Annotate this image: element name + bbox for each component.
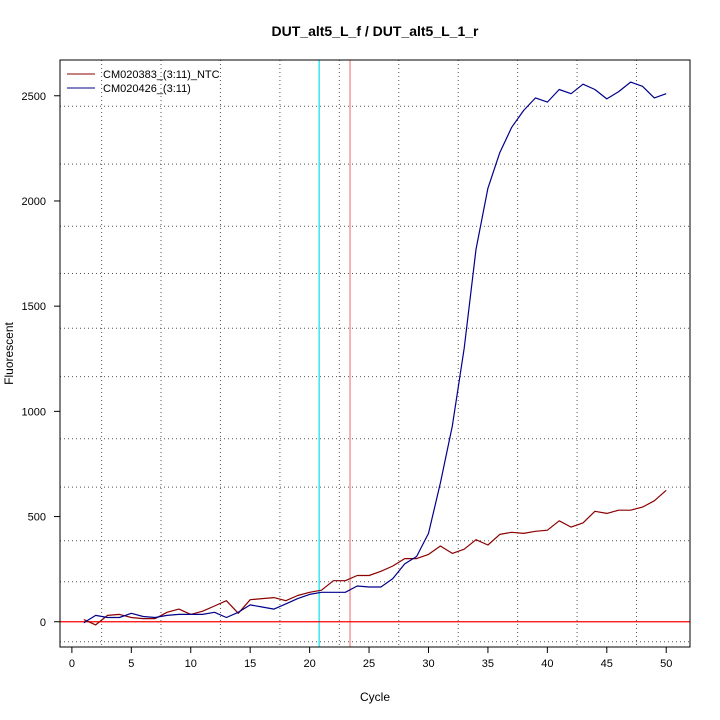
series-line-2 xyxy=(83,81,667,624)
grid xyxy=(60,60,690,647)
y-tick-label: 1000 xyxy=(22,406,46,418)
series-line-1 xyxy=(83,489,667,626)
y-tick-label: 2500 xyxy=(22,91,46,103)
x-tick-label: 40 xyxy=(541,658,553,670)
x-tick-label: 50 xyxy=(660,658,672,670)
legend-label-ntc: CM020383_(3:11)_NTC xyxy=(103,69,220,81)
x-tick-label: 30 xyxy=(422,658,434,670)
x-tick-label: 15 xyxy=(244,658,256,670)
x-tick-label: 5 xyxy=(128,658,134,670)
y-tick-label: 0 xyxy=(40,617,46,629)
chart-title: DUT_alt5_L_f / DUT_alt5_L_1_r xyxy=(272,23,480,39)
y-tick-label: 500 xyxy=(28,512,46,524)
x-tick-label: 0 xyxy=(69,658,75,670)
series-lines xyxy=(83,81,667,626)
x-tick-label: 35 xyxy=(482,658,494,670)
x-tick-label: 25 xyxy=(363,658,375,670)
x-tick-label: 45 xyxy=(601,658,613,670)
x-axis-label: Cycle xyxy=(360,690,390,704)
legend-label-sample: CM020426_(3:11) xyxy=(103,83,191,95)
plot-frame xyxy=(59,59,691,648)
y-axis-label: Fluorescent xyxy=(2,321,16,384)
x-tick-label: 10 xyxy=(185,658,197,670)
y-tick-label: 2000 xyxy=(22,196,46,208)
legend: CM020383_(3:11)_NTC CM020426_(3:11) xyxy=(67,69,220,95)
reference-lines xyxy=(60,60,690,647)
y-tick-label: 1500 xyxy=(22,301,46,313)
x-tick-label: 20 xyxy=(303,658,315,670)
